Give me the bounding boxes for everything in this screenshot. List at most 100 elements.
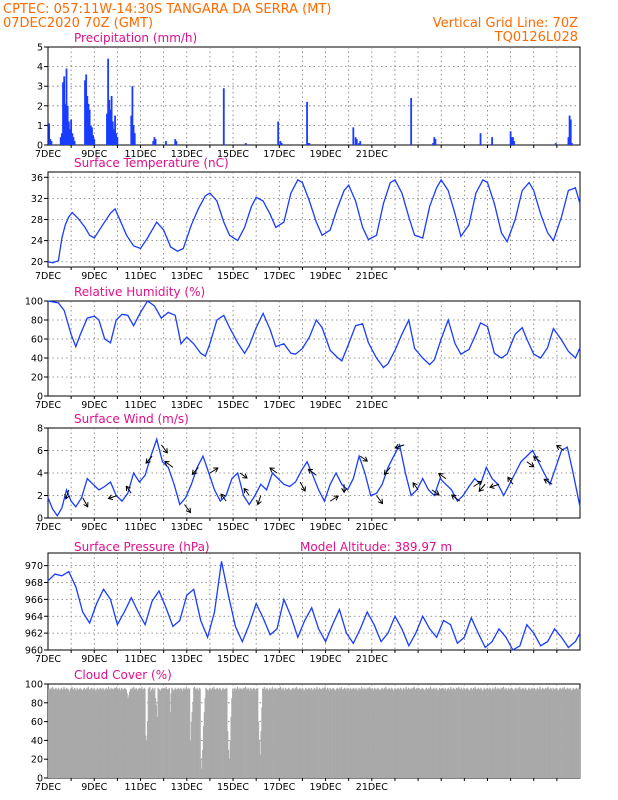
cloud-bar <box>184 689 186 778</box>
cloud-bar <box>146 740 148 778</box>
precip-bar <box>174 139 177 145</box>
precip-bar <box>49 139 52 145</box>
cloud-bar <box>501 688 503 778</box>
cloud-bar <box>464 689 466 778</box>
cloud-bar <box>382 689 385 778</box>
wind-arrow <box>256 495 262 506</box>
wind-arrow-shaft <box>507 476 514 485</box>
cloud-bar <box>361 688 363 778</box>
cloud-bar <box>485 689 487 778</box>
cloud-bar <box>306 689 308 778</box>
cloud-bar <box>154 687 156 778</box>
precip-bar <box>88 109 91 145</box>
cloud-bar <box>99 687 102 778</box>
cloud-bar <box>342 689 344 778</box>
cloud-bar <box>250 688 252 778</box>
cloud-bar <box>489 687 491 778</box>
cloud-bar <box>314 689 316 778</box>
wind-arrow-head <box>191 469 197 476</box>
cloud-bar <box>275 688 277 778</box>
cloud-bar <box>93 687 95 778</box>
cloud-bar <box>153 690 155 778</box>
cloud-bar <box>162 688 164 778</box>
cloud-bar <box>239 687 241 778</box>
wind-arrow <box>191 467 199 476</box>
cloud-bar <box>87 686 89 778</box>
cloud-bar <box>247 687 249 778</box>
cloud-bar <box>451 688 453 778</box>
cloud-bar <box>59 690 61 778</box>
wind-arrow-shaft <box>412 482 419 491</box>
wind-arrow-shaft <box>556 445 565 451</box>
wind-arrow-shaft <box>329 495 339 502</box>
wind-arrow <box>478 483 486 493</box>
cloud-bar <box>314 687 316 778</box>
cloud-bar <box>426 688 428 778</box>
cloud-bar <box>129 691 131 778</box>
x-tick-label: 11DEC <box>124 654 156 665</box>
panel-6: Cloud Cover (%) 0 20 40 60 80 100 7DEC 9DEC 11DEC… <box>25 668 581 793</box>
wind-arrow <box>556 444 565 451</box>
cloud-bar <box>244 687 246 778</box>
x-tick-label: 13DEC <box>171 522 203 533</box>
wind-arrow-shaft <box>269 467 278 474</box>
x-tick-label: 9DEC <box>81 149 107 160</box>
cloud-bar <box>340 686 342 778</box>
wind-arrow-shaft <box>489 483 500 488</box>
wind-arrow-head <box>162 448 168 454</box>
cloud-bar <box>369 688 372 778</box>
cloud-bar <box>454 688 456 778</box>
cloud-bar <box>575 688 577 778</box>
cloud-bar <box>224 688 226 778</box>
cloud-bar <box>337 688 339 778</box>
x-tick-label: 19DEC <box>310 400 342 411</box>
cloud-bar <box>232 688 234 778</box>
cloud-bar <box>407 689 409 778</box>
cloud-bar <box>333 688 335 778</box>
cloud-bar <box>539 686 541 778</box>
cloud-bar <box>138 688 140 778</box>
cloud-bar <box>152 688 154 778</box>
cloud-bar <box>438 689 440 778</box>
cloud-bar <box>450 686 452 778</box>
cloud-bar <box>192 702 194 778</box>
panel-annotation: Model Altitude: 389.97 m <box>300 540 452 554</box>
cloud-bar <box>151 687 153 778</box>
cloud-bar <box>451 689 453 778</box>
cloud-bar <box>294 687 296 778</box>
x-tick-label: 21DEC <box>356 522 388 533</box>
precip-bar <box>308 143 311 145</box>
cloud-bar <box>502 686 505 778</box>
precip-bar <box>66 105 69 145</box>
y-tick-label: 80 <box>31 316 43 327</box>
cloud-bar <box>145 735 147 778</box>
precip-bar <box>84 80 86 145</box>
cloud-bar <box>57 687 59 778</box>
y-tick-label: 100 <box>25 680 43 691</box>
cloud-bar <box>472 689 474 778</box>
cloud-bar <box>160 688 162 778</box>
cloud-bar <box>305 687 307 778</box>
cloud-bar <box>362 689 364 778</box>
cloud-bar <box>358 687 360 778</box>
cloud-bar <box>62 688 64 778</box>
cloud-bar <box>71 686 73 778</box>
cloud-bar <box>241 689 243 778</box>
cloud-bar <box>478 688 480 778</box>
precip-bar <box>114 115 116 145</box>
cloud-bar <box>219 688 222 778</box>
cloud-bar <box>138 687 140 778</box>
cloud-bar <box>387 688 389 778</box>
cloud-bar <box>386 688 388 778</box>
wind-arrow <box>82 497 89 508</box>
cloud-bar <box>83 687 85 778</box>
precip-bar <box>244 143 247 145</box>
cloud-bar <box>206 689 209 778</box>
cloud-bar <box>520 689 522 778</box>
cloud-bar <box>424 690 426 778</box>
cloud-bar <box>564 688 566 778</box>
cloud-bar <box>210 688 212 778</box>
wind-arrow <box>329 495 340 502</box>
cloud-bar <box>255 690 257 778</box>
cloud-bar <box>204 698 206 778</box>
